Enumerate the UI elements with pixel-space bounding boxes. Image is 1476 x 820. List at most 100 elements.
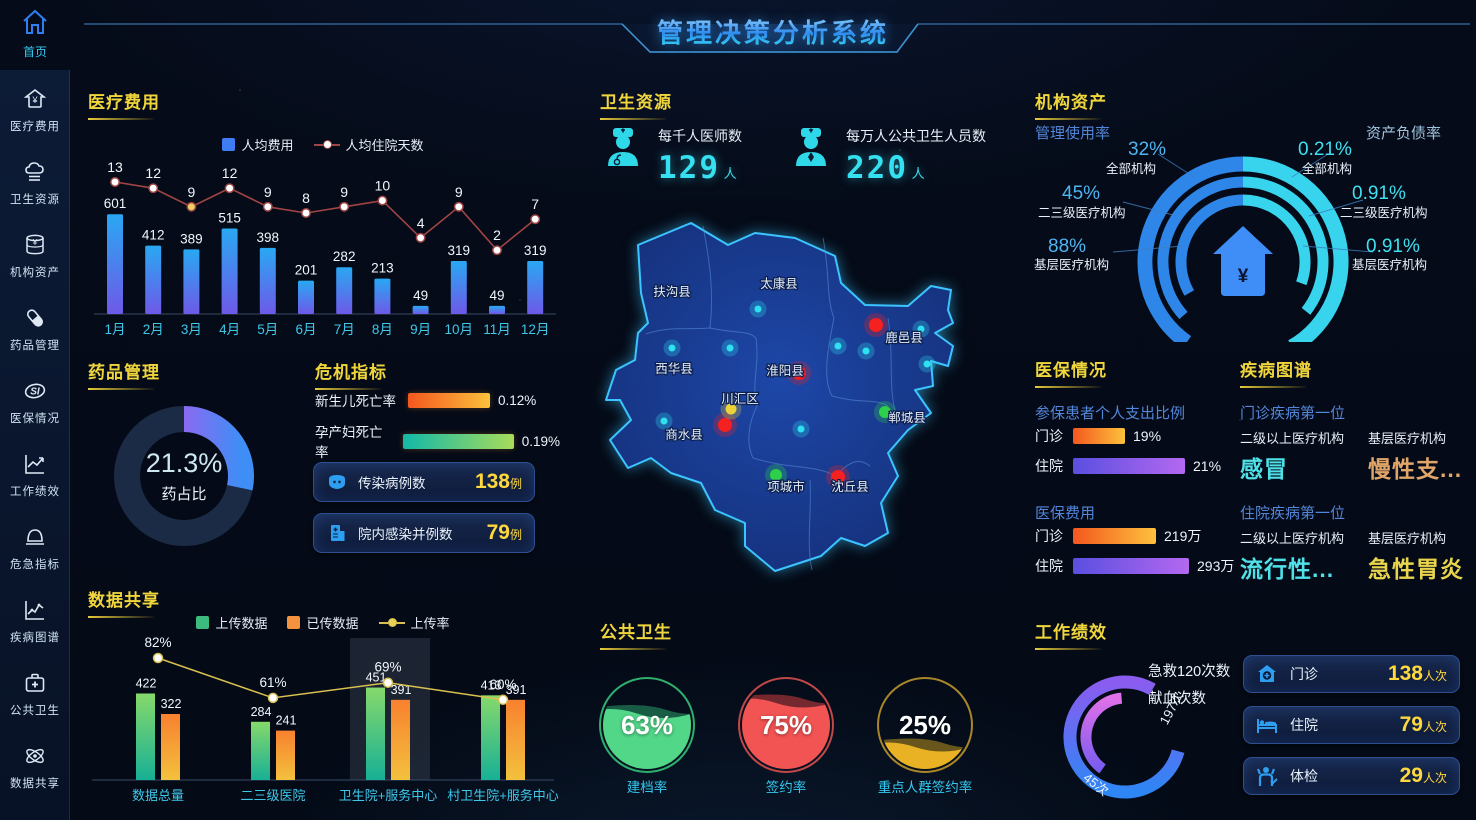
assets-callout-label: 二三级医疗机构 bbox=[1038, 206, 1126, 220]
svg-text:3月: 3月 bbox=[181, 322, 202, 337]
sidebar-item-5[interactable]: SI 医保情况 bbox=[0, 380, 70, 426]
sidebar-item-10[interactable]: 数据共享 bbox=[0, 745, 70, 791]
sidebar-item-2[interactable]: 卫生资源 bbox=[0, 161, 70, 207]
visit-card-2[interactable]: 住院 79人次 bbox=[1243, 706, 1460, 744]
house-yen-center-icon bbox=[1213, 226, 1273, 296]
assets-callout-label: 基层医疗机构 bbox=[1034, 258, 1110, 272]
insurance-bar-row: 住院 21% bbox=[1035, 456, 1265, 476]
map-marker-red[interactable] bbox=[869, 318, 883, 332]
map-marker-cyan[interactable] bbox=[917, 325, 925, 333]
data-share-chart[interactable]: 422 322 数据总量 284 241 二三级医院 451 391 卫生院+服务中心 413 39… bbox=[88, 630, 559, 810]
map-county-label[interactable]: 项城市 bbox=[766, 478, 806, 496]
liquid-gauge-1[interactable]: 63% bbox=[592, 670, 702, 780]
panel-title-health-resources: 卫生资源 bbox=[600, 88, 672, 120]
svg-text:63%: 63% bbox=[621, 710, 673, 740]
svg-text:数据总量: 数据总量 bbox=[132, 788, 184, 803]
map-marker-cyan[interactable] bbox=[834, 342, 842, 350]
legend-avg-days: 人均住院天数 bbox=[313, 135, 424, 154]
sidebar-item-3[interactable]: ¥ 机构资产 bbox=[0, 234, 70, 280]
map-county-label[interactable]: 川汇区 bbox=[720, 391, 760, 408]
map-marker-cyan[interactable] bbox=[754, 305, 762, 313]
svg-text:25%: 25% bbox=[899, 710, 951, 740]
sidebar-item-1[interactable]: ¥ 医疗费用 bbox=[0, 88, 70, 134]
map-county-label[interactable]: 扶沟县 bbox=[652, 283, 692, 301]
liquid-gauge-2[interactable]: 75% bbox=[731, 670, 841, 780]
map-county-label[interactable]: 太康县 bbox=[759, 275, 799, 293]
map-marker-red[interactable] bbox=[831, 470, 845, 484]
disease-name: 感冒 bbox=[1240, 456, 1288, 482]
svg-text:282: 282 bbox=[333, 249, 356, 264]
map-marker-red[interactable] bbox=[718, 418, 732, 432]
assets-right-title: 资产负债率 bbox=[1366, 125, 1442, 142]
svg-text:¥: ¥ bbox=[32, 238, 38, 247]
hospital-icon bbox=[326, 522, 348, 544]
crisis-card-value: 79例 bbox=[486, 521, 522, 544]
map-marker-cyan[interactable] bbox=[797, 425, 805, 433]
svg-text:13: 13 bbox=[107, 159, 123, 175]
liquid-gauge-3[interactable]: 25% bbox=[870, 670, 980, 780]
map-marker-red[interactable] bbox=[792, 366, 806, 380]
map-marker-cyan[interactable] bbox=[668, 344, 676, 352]
drug-percent: 21.3% bbox=[145, 448, 223, 478]
visit-card-label: 门诊 bbox=[1290, 666, 1318, 682]
assets-ring-chart[interactable]: ¥ bbox=[1083, 130, 1403, 342]
sidebar-item-label: 机构资产 bbox=[10, 267, 60, 279]
sidebar-item-8[interactable]: 疾病图谱 bbox=[0, 599, 70, 645]
visit-card-value: 138人次 bbox=[1387, 662, 1447, 685]
map-county-label[interactable]: 沈丘县 bbox=[830, 478, 870, 496]
insurance-subtitle: 医保费用 bbox=[1035, 505, 1096, 522]
svg-text:10月: 10月 bbox=[445, 322, 474, 337]
sidebar-item-6[interactable]: 工作绩效 bbox=[0, 453, 70, 499]
map-marker-green[interactable] bbox=[879, 406, 891, 418]
crisis-bar-value: 0.19% bbox=[521, 433, 560, 449]
sidebar-item-7[interactable]: 危急指标 bbox=[0, 526, 70, 572]
health-stat-2: 每万人公共卫生人员数 220 人 bbox=[788, 126, 986, 184]
sidebar-item-label: 疾病图谱 bbox=[10, 632, 60, 644]
nurse-icon bbox=[788, 126, 834, 184]
map-marker-green[interactable] bbox=[770, 469, 782, 481]
map-county-label[interactable]: 郸城县 bbox=[887, 410, 927, 427]
sidebar-item-label: 数据共享 bbox=[10, 778, 60, 790]
map-marker-cyan[interactable] bbox=[862, 347, 870, 355]
assets-callout-label: 二三级医疗机构 bbox=[1340, 206, 1428, 220]
drug-caption: 药占比 bbox=[161, 486, 207, 503]
map-county-label[interactable]: 淮阳县 bbox=[765, 363, 805, 380]
medical-cost-chart[interactable]: 6011月4122月3893月5154月3985月2016月2827月2138月… bbox=[88, 152, 558, 350]
map-county-label[interactable]: 商水县 bbox=[664, 426, 704, 444]
assets-callout-right-3: 0.91% bbox=[1366, 236, 1420, 258]
map-county-label[interactable]: 西华县 bbox=[654, 360, 694, 378]
drug-donut-chart[interactable] bbox=[100, 392, 268, 560]
svg-text:75%: 75% bbox=[760, 710, 812, 740]
disease-name: 流行性... bbox=[1240, 556, 1335, 582]
svg-text:49: 49 bbox=[489, 288, 504, 303]
panel-title-insurance: 医保情况 bbox=[1035, 356, 1107, 388]
svg-text:322: 322 bbox=[161, 697, 182, 711]
assets-callout-left-2: 45% bbox=[1062, 183, 1100, 205]
legend-upload-rate: 上传率 bbox=[378, 613, 450, 632]
performance-legend-1: 急救120次数 bbox=[1148, 664, 1231, 680]
doctor-icon bbox=[600, 126, 646, 184]
svg-text:389: 389 bbox=[180, 231, 203, 246]
map-marker-cyan[interactable] bbox=[660, 417, 668, 425]
sidebar-item-home[interactable]: 首页 bbox=[0, 8, 70, 60]
crisis-card-2[interactable]: 院内感染并例数 79例 bbox=[313, 513, 535, 553]
visit-card-3[interactable]: 体检 29人次 bbox=[1243, 757, 1460, 795]
crisis-card-1[interactable]: 传染病例数 138例 bbox=[313, 462, 535, 502]
sidebar-item-4[interactable]: 药品管理 bbox=[0, 307, 70, 353]
sidebar-item-9[interactable]: 公共卫生 bbox=[0, 672, 70, 718]
sidebar-item-label: 卫生资源 bbox=[10, 194, 60, 206]
svg-text:¥: ¥ bbox=[1238, 266, 1249, 287]
map-county-label[interactable]: 鹿邑县 bbox=[884, 329, 924, 347]
svg-text:391: 391 bbox=[506, 683, 527, 697]
disease-org-label: 二级以上医疗机构 bbox=[1240, 531, 1345, 546]
assets-callout-value: 32% bbox=[1128, 139, 1167, 160]
health-stat-value: 220 人 bbox=[846, 150, 925, 186]
svg-text:8: 8 bbox=[302, 190, 310, 206]
visit-card-1[interactable]: 门诊 138人次 bbox=[1243, 655, 1460, 693]
map-marker-cyan[interactable] bbox=[726, 344, 734, 352]
map-marker-yellow[interactable] bbox=[725, 403, 737, 415]
map-marker-cyan[interactable] bbox=[923, 360, 931, 368]
